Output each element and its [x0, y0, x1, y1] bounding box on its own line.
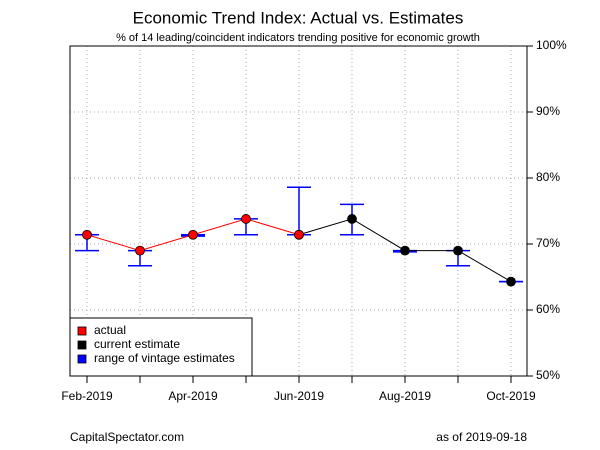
point: [453, 245, 463, 256]
point: [347, 214, 357, 224]
x-tick-label: Jun-2019: [274, 389, 324, 403]
range-bar: [287, 186, 311, 236]
y-tick-label: 80%: [536, 170, 560, 184]
chart-title: Economic Trend Index: Actual vs. Estimat…: [133, 8, 464, 27]
x-tick-label: Oct-2019: [486, 389, 536, 403]
point: [294, 229, 304, 240]
legend-swatch: [77, 340, 87, 350]
point: [241, 214, 251, 224]
point: [400, 245, 410, 256]
x-tick-label: Apr-2019: [168, 389, 218, 403]
y-tick-label: 60%: [536, 302, 560, 316]
point: [506, 276, 516, 287]
y-tick-label: 90%: [536, 104, 560, 118]
legend-label: range of vintage estimates: [94, 351, 235, 365]
note: as of 2019-09-18: [436, 430, 527, 444]
legend-swatch: [77, 326, 87, 336]
legend-label: actual: [94, 323, 126, 337]
source: CapitalSpectator.com: [70, 430, 184, 444]
y-tick-label: 50%: [536, 368, 560, 382]
x-tick-label: Aug-2019: [379, 389, 431, 403]
legend-swatch: [77, 354, 87, 364]
y-tick-label: 100%: [536, 38, 567, 52]
chart-subtitle: % of 14 leading/coincident indicators tr…: [116, 32, 480, 44]
plot-frame: [69, 45, 528, 377]
point: [188, 229, 198, 240]
point: [82, 229, 92, 240]
x-tick-label: Feb-2019: [61, 389, 113, 403]
point: [135, 245, 145, 256]
y-tick-label: 70%: [536, 236, 560, 250]
legend-box: [69, 317, 253, 377]
legend-label: current estimate: [94, 337, 180, 351]
